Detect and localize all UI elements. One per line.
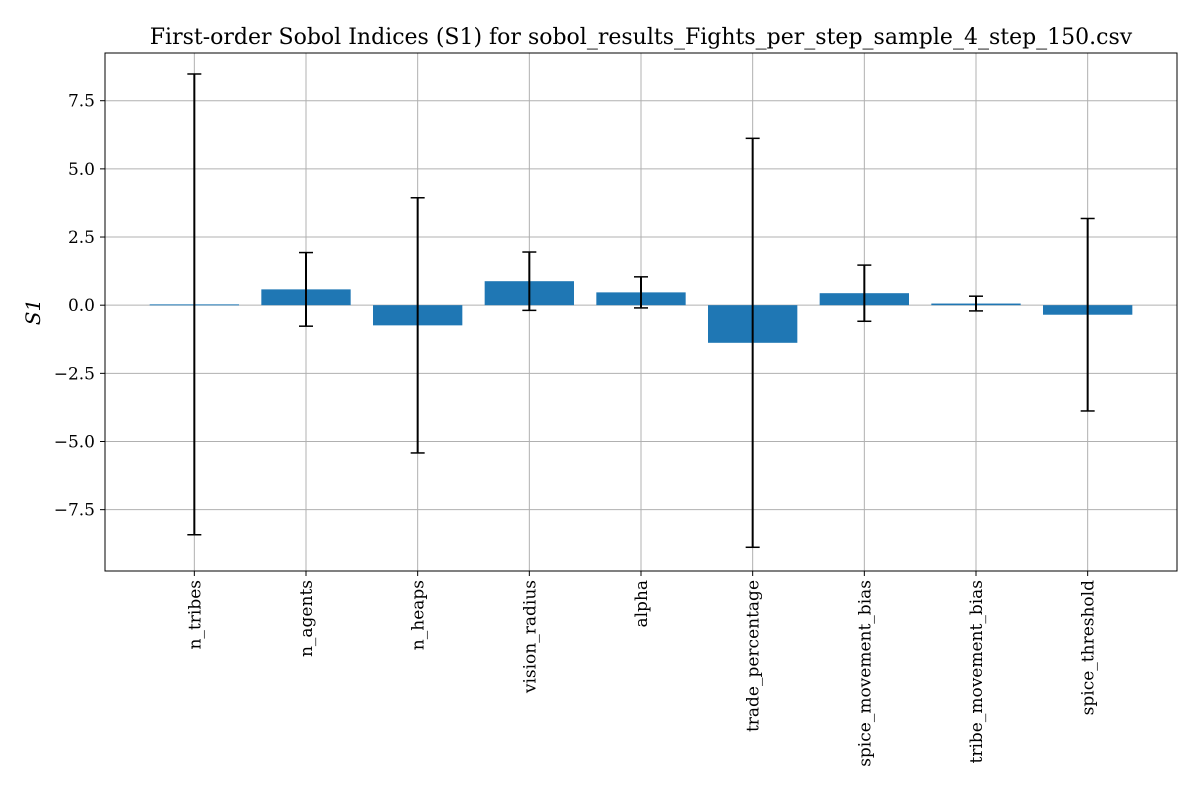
x-tick-label-spice-movement-bias: spice_movement_bias xyxy=(855,580,875,767)
axis-ticks: −7.5 −5.0 −2.5 0.0 2.5 5.0 7.5 n_tribes n_agents… xyxy=(54,92,1099,767)
x-tick-label-vision-radius: vision_radius xyxy=(520,580,540,694)
y-tick-label: −7.5 xyxy=(54,501,95,521)
y-tick-label: 0.0 xyxy=(68,296,95,316)
x-tick-label-tribe-movement-bias: tribe_movement_bias xyxy=(967,580,987,764)
x-tick-label-n-heaps: n_heaps xyxy=(409,580,429,650)
y-tick-label: −5.0 xyxy=(54,433,95,453)
y-tick-label: 2.5 xyxy=(68,228,95,248)
error-bar-vision-radius xyxy=(522,251,537,312)
x-tick-label-n-tribes: n_tribes xyxy=(185,580,205,650)
y-tick-label: −2.5 xyxy=(54,364,95,384)
error-bar-spice-movement-bias xyxy=(857,264,872,323)
y-tick-label: 7.5 xyxy=(68,92,95,112)
error-bar-n-tribes xyxy=(187,73,202,536)
error-bar-trade-percentage xyxy=(745,137,760,549)
error-bars xyxy=(187,73,1095,549)
error-bar-n-agents xyxy=(299,251,313,327)
chart-title: First-order Sobol Indices (S1) for sobol… xyxy=(150,25,1133,50)
x-tick-label-alpha: alpha xyxy=(632,580,652,628)
error-bar-tribe-movement-bias xyxy=(969,295,983,312)
grid-lines xyxy=(105,53,1177,571)
x-tick-label-n-agents: n_agents xyxy=(297,580,317,657)
x-tick-label-spice-threshold: spice_threshold xyxy=(1079,580,1099,715)
error-bar-spice-threshold xyxy=(1080,217,1095,412)
y-axis-label: S1 xyxy=(21,299,45,325)
error-bar-n-heaps xyxy=(410,197,425,454)
error-bar-alpha xyxy=(634,276,648,309)
x-tick-label-trade-percentage: trade_percentage xyxy=(744,580,764,732)
y-tick-label: 5.0 xyxy=(68,160,95,180)
